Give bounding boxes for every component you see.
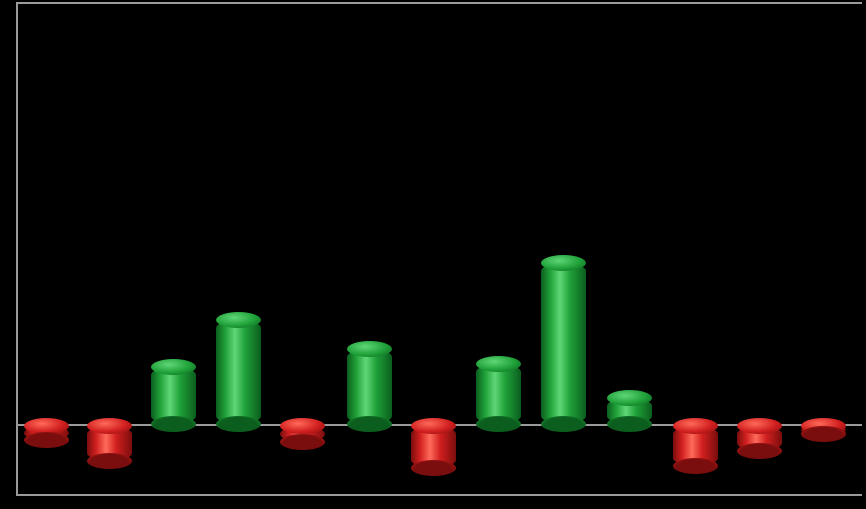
chart-stage bbox=[0, 0, 866, 509]
bar-cap-top bbox=[673, 418, 718, 434]
y-axis bbox=[16, 2, 18, 494]
bar bbox=[280, 426, 325, 442]
bar-cap-bottom bbox=[411, 460, 456, 476]
bar bbox=[411, 426, 456, 468]
bar-cap-bottom bbox=[24, 432, 69, 448]
bar bbox=[216, 320, 261, 424]
bar bbox=[541, 263, 586, 424]
bar-body bbox=[347, 349, 392, 424]
bar-body bbox=[476, 364, 521, 424]
bar bbox=[476, 364, 521, 424]
bar bbox=[347, 349, 392, 424]
bar bbox=[801, 426, 846, 434]
bar-cap-top bbox=[411, 418, 456, 434]
bar bbox=[737, 426, 782, 451]
bar-cap-bottom bbox=[737, 443, 782, 459]
bar-cap-bottom bbox=[541, 416, 586, 432]
bar-cap-top bbox=[151, 359, 196, 375]
bar bbox=[24, 426, 69, 440]
bar-cap-top bbox=[541, 255, 586, 271]
bar-cap-bottom bbox=[151, 416, 196, 432]
bar-cap-bottom bbox=[607, 416, 652, 432]
bar-cap-top bbox=[347, 341, 392, 357]
bar bbox=[151, 367, 196, 424]
bar-chart bbox=[0, 0, 866, 509]
bar-cap-top bbox=[476, 356, 521, 372]
bar bbox=[673, 426, 718, 466]
bar-cap-top bbox=[607, 390, 652, 406]
bar-cap-top bbox=[737, 418, 782, 434]
bar-body bbox=[216, 320, 261, 424]
bar-cap-top bbox=[280, 418, 325, 434]
bar-cap-bottom bbox=[347, 416, 392, 432]
bar-cap-bottom bbox=[87, 453, 132, 469]
bar-cap-bottom bbox=[673, 458, 718, 474]
bar-cap-top bbox=[216, 312, 261, 328]
bar bbox=[87, 426, 132, 461]
top-rule bbox=[16, 2, 862, 4]
bottom-rule bbox=[16, 494, 862, 496]
bar-body bbox=[541, 263, 586, 424]
bar-cap-top bbox=[87, 418, 132, 434]
bar-cap-bottom bbox=[476, 416, 521, 432]
bar bbox=[607, 398, 652, 424]
bar-cap-bottom bbox=[280, 434, 325, 450]
bar-cap-bottom bbox=[216, 416, 261, 432]
bar-cap-bottom bbox=[801, 426, 846, 442]
